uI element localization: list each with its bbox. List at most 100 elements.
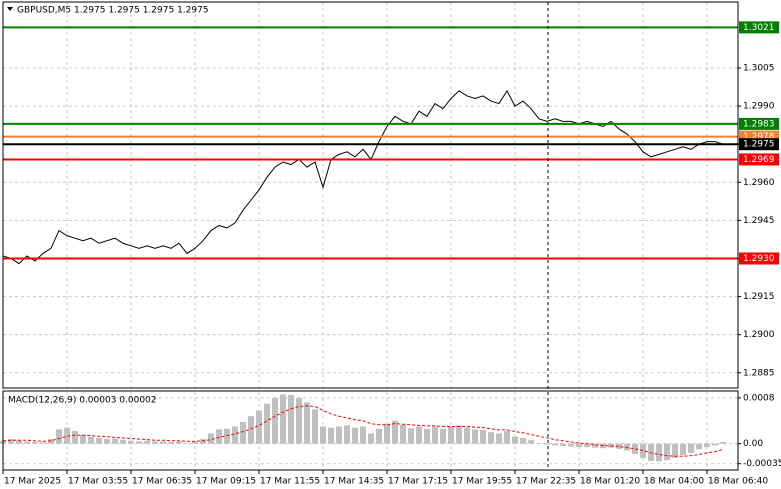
macd-bar bbox=[128, 440, 134, 444]
macd-bar bbox=[616, 443, 622, 449]
macd-bar bbox=[704, 443, 710, 448]
chart-title: GBPUSD,M5 1.2975 1.2975 1.2975 1.2975 bbox=[17, 6, 209, 16]
macd-bar bbox=[96, 437, 102, 444]
macd-bar bbox=[280, 394, 286, 444]
macd-bar bbox=[192, 441, 198, 444]
macd-bar bbox=[576, 443, 582, 448]
x-tick-label: 17 Mar 03:55 bbox=[68, 477, 128, 487]
y-tick-label: -0.00035 bbox=[743, 459, 781, 469]
macd-bar bbox=[200, 439, 206, 444]
macd-bar bbox=[32, 441, 38, 444]
macd-bar bbox=[160, 441, 166, 444]
macd-bar bbox=[640, 443, 646, 458]
macd-bar bbox=[288, 395, 294, 444]
level-label-box bbox=[739, 117, 779, 130]
macd-bar bbox=[512, 436, 518, 444]
macd-bar bbox=[152, 441, 158, 444]
macd-bar bbox=[448, 426, 454, 444]
level-label-box bbox=[739, 21, 779, 34]
macd-bar bbox=[456, 425, 462, 444]
macd-bar bbox=[208, 433, 214, 444]
x-tick-label: 17 Mar 22:35 bbox=[516, 477, 576, 487]
macd-bar bbox=[320, 426, 326, 444]
level-label: 1.2930 bbox=[743, 254, 775, 264]
macd-bar bbox=[424, 428, 430, 444]
x-tick-label: 17 Mar 14:35 bbox=[324, 477, 384, 487]
macd-bar bbox=[440, 428, 446, 444]
macd-bar bbox=[312, 409, 318, 444]
macd-bar bbox=[672, 443, 678, 458]
macd-bar bbox=[368, 433, 374, 444]
macd-bar bbox=[304, 402, 310, 444]
level-label: 1.2969 bbox=[743, 155, 775, 165]
macd-bar bbox=[184, 443, 190, 444]
macd-bar bbox=[168, 441, 174, 444]
axis-layer: 1.3005 1.2990 1.2975 1.2960 1.2945 1.2930 1.29… bbox=[2, 21, 781, 487]
macd-bar bbox=[56, 429, 62, 444]
macd-bar bbox=[104, 439, 110, 444]
macd-bar bbox=[360, 426, 366, 444]
x-tick-label: 17 Mar 17:15 bbox=[388, 477, 448, 487]
y-tick-label: 1.2990 bbox=[743, 102, 775, 112]
level-label: 1.3021 bbox=[743, 23, 775, 33]
macd-bar bbox=[120, 439, 126, 444]
macd-bar bbox=[328, 427, 334, 444]
y-tick-label: 0.0008 bbox=[743, 393, 775, 403]
macd-bar bbox=[88, 436, 94, 444]
macd-bar bbox=[384, 423, 390, 444]
macd-bar bbox=[432, 426, 438, 444]
macd-bar bbox=[224, 428, 230, 444]
macd-bar bbox=[472, 429, 478, 444]
macd-bar bbox=[712, 443, 718, 446]
level-label: 1.2975 bbox=[743, 140, 775, 150]
macd-bar bbox=[232, 426, 238, 444]
menu-icon bbox=[7, 7, 13, 11]
macd-bar bbox=[552, 443, 558, 446]
level-label-box bbox=[739, 138, 779, 151]
macd-bar bbox=[216, 429, 222, 444]
main-frame bbox=[2, 1, 739, 389]
x-tick-label: 17 Mar 2025 bbox=[4, 477, 61, 487]
macd-bar bbox=[16, 440, 22, 444]
macd-title: MACD(12,26,9) 0.00003 0.00002 bbox=[8, 396, 157, 406]
macd-bar bbox=[568, 443, 574, 447]
level-label: 1.2983 bbox=[743, 119, 775, 129]
macd-bar bbox=[24, 441, 30, 444]
macd-bar bbox=[408, 428, 414, 444]
macd-bar bbox=[656, 443, 662, 462]
macd-bar bbox=[720, 441, 726, 444]
y-tick-label: 1.3005 bbox=[743, 64, 775, 74]
macd-bar bbox=[136, 441, 142, 444]
macd-bar bbox=[400, 424, 406, 444]
macd-bar bbox=[560, 443, 566, 446]
macd-bar bbox=[624, 443, 630, 451]
macd-bar bbox=[240, 421, 246, 444]
x-tick-label: 17 Mar 06:35 bbox=[132, 477, 192, 487]
macd-bar bbox=[40, 442, 46, 444]
macd-bar bbox=[488, 432, 494, 444]
macd-bar bbox=[496, 433, 502, 444]
y-tick-label: 1.2960 bbox=[743, 178, 775, 188]
macd-bar bbox=[256, 410, 262, 444]
level-label-box bbox=[739, 252, 779, 265]
macd-bar bbox=[464, 427, 470, 444]
level-label: 1.2978 bbox=[743, 132, 775, 142]
macd-bar bbox=[696, 443, 702, 450]
marks-layer bbox=[0, 26, 738, 462]
macd-bar bbox=[112, 438, 118, 444]
macd-bar bbox=[480, 429, 486, 444]
macd-bar bbox=[504, 431, 510, 444]
macd-bar bbox=[688, 443, 694, 453]
y-tick-label: 1.2900 bbox=[743, 330, 775, 340]
macd-bar bbox=[176, 441, 182, 444]
macd-bar bbox=[584, 443, 590, 448]
y-tick-label: 1.2915 bbox=[743, 292, 775, 302]
macd-bar bbox=[592, 443, 598, 448]
macd-bar bbox=[296, 397, 302, 444]
macd-bar bbox=[64, 427, 70, 444]
x-tick-label: 18 Mar 04:00 bbox=[644, 477, 704, 487]
macd-bar bbox=[352, 427, 358, 444]
x-tick-label: 17 Mar 19:55 bbox=[452, 477, 512, 487]
